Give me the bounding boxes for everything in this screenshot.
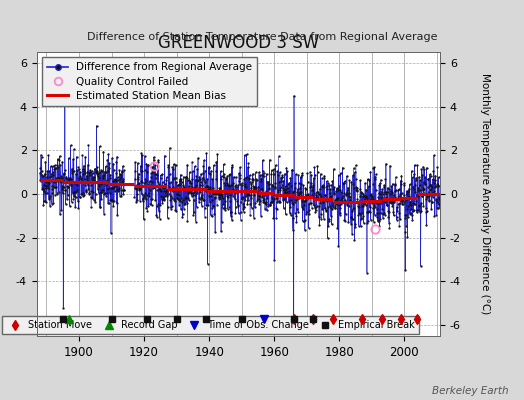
Title: GREENWOOD 3 SW: GREENWOOD 3 SW xyxy=(158,34,319,52)
Text: Difference of Station Temperature Data from Regional Average: Difference of Station Temperature Data f… xyxy=(87,32,437,42)
Legend: Station Move, Record Gap, Time of Obs. Change, Empirical Break: Station Move, Record Gap, Time of Obs. C… xyxy=(2,316,419,334)
Y-axis label: Monthly Temperature Anomaly Difference (°C): Monthly Temperature Anomaly Difference (… xyxy=(481,73,490,315)
Text: Berkeley Earth: Berkeley Earth xyxy=(432,386,508,396)
